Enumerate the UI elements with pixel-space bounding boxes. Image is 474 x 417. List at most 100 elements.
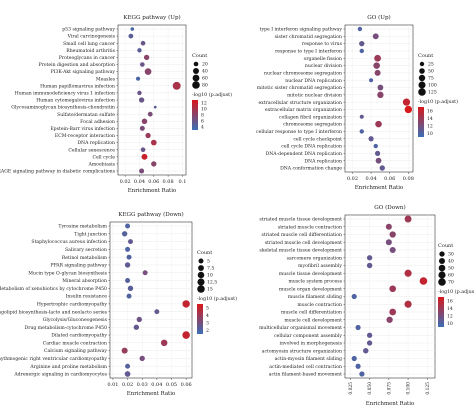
color-legend-label: 14 (447, 306, 453, 312)
count-legend-label: 50 (428, 69, 434, 75)
y-tick-label: Metabolism of xenobiotics by cytochrome … (0, 286, 107, 292)
y-tick-label: Drug metabolism-cytochrome P450 (25, 325, 108, 331)
count-legend-dot (418, 88, 426, 96)
data-point (359, 371, 365, 377)
x-axis-label: Enrichment Ratio (366, 401, 414, 407)
y-tick-label: Cardiac muscle contraction (43, 340, 107, 346)
panel-title: KEGG pathway (Up) (123, 14, 180, 21)
data-point (142, 270, 148, 276)
panel-go-up: GO (Up) type I interferon signaling pathw… (256, 14, 458, 191)
data-point (385, 239, 392, 246)
y-tick-label: mitotic nuclear division (287, 92, 342, 98)
y-tick-label: muscle system process (289, 279, 343, 285)
color-legend-bar (197, 304, 203, 334)
count-legend-label: 7.5 (207, 266, 214, 272)
y-tick-label: type I interferon signaling pathway (260, 27, 343, 33)
data-point (366, 340, 373, 346)
data-point (125, 246, 131, 252)
count-legend-label: 12.5 (207, 280, 217, 286)
data-point (139, 168, 145, 174)
count-legend-dot (198, 265, 204, 271)
panel-title: GO (Up) (367, 14, 391, 21)
y-tick-label: chromosome segregation (283, 122, 342, 128)
data-point (141, 118, 148, 125)
color-legend-label: 10 (447, 321, 453, 327)
panel-title: KEGG pathway (Down) (118, 211, 183, 218)
color-legend-bar (192, 100, 198, 130)
count-legend-label: 25 (428, 62, 434, 68)
count-legend-dot (193, 61, 199, 67)
y-tick-label: Retinol metabolism (62, 255, 108, 261)
data-point (137, 48, 142, 53)
y-tick-label: actin-myosin filament sliding (275, 356, 342, 362)
data-point (127, 285, 134, 291)
y-tick-label: involved in morphogenesis (280, 341, 343, 347)
data-point (379, 165, 385, 171)
data-point (144, 68, 152, 75)
data-point (351, 293, 357, 300)
x-tick-label: 0.025 (349, 382, 354, 395)
color-legend-bar (438, 297, 444, 327)
data-point (126, 254, 132, 260)
y-tick-label: Cellular senescence (68, 147, 115, 153)
y-tick-label: striated muscle tissue development (259, 217, 342, 223)
data-point (368, 136, 374, 142)
data-point (124, 262, 131, 268)
color-legend-label: 4 (201, 125, 204, 131)
x-axis-label: Enrichment Ratio (127, 391, 175, 397)
data-point (153, 105, 157, 109)
count-legend-label: 60 (448, 273, 454, 279)
x-tick-label: 0.02 (347, 176, 358, 182)
data-point (151, 161, 157, 167)
count-legend-label: 125 (428, 90, 437, 96)
y-tick-label: Amoebiasis (88, 162, 116, 168)
y-tick-label: muscle cell differentiation (281, 310, 342, 316)
data-point (375, 157, 382, 164)
y-tick-label: DNA conformation change (280, 166, 342, 172)
y-tick-label: muscle tissue development (279, 271, 342, 277)
data-point (125, 278, 131, 283)
count-legend-title: Count (192, 53, 207, 59)
y-tick-label: muscle filament sliding (288, 294, 342, 300)
count-legend-dot (197, 271, 205, 279)
data-point (404, 105, 413, 114)
data-point (389, 285, 397, 293)
y-tick-label: cellular component assembly (274, 333, 342, 339)
y-tick-label: Rheumatoid arthritis (66, 48, 115, 54)
x-tick-label: 0.1 (178, 179, 186, 185)
count-legend-label: 75 (428, 76, 434, 82)
y-tick-label: Sulfate/dermatan sulfate (57, 112, 115, 118)
data-point (121, 231, 128, 237)
y-tick-label: extracellular matrix organization (265, 107, 342, 113)
y-tick-label: extracellular structure organization (258, 100, 342, 106)
x-tick-label: 0.100 (407, 382, 412, 395)
color-legend-label: 10 (201, 107, 207, 113)
y-tick-label: Insulin resistance (66, 294, 108, 300)
color-legend-title: -log10 (p.adjust) (192, 91, 232, 98)
count-legend-label: 10 (207, 273, 213, 279)
y-tick-label: cell cycle checkpoint (293, 136, 342, 142)
count-legend-label: 60 (202, 76, 208, 82)
y-tick-label: Human immunodeficiency virus 1 infection (15, 91, 115, 97)
count-legend-dot (197, 285, 205, 293)
data-point (389, 231, 396, 238)
color-legend-label: 10 (427, 131, 433, 137)
color-legend-label: 2 (206, 328, 209, 334)
data-point (182, 300, 190, 308)
data-point (141, 153, 148, 160)
count-legend-title: Count (438, 243, 453, 249)
data-point (385, 223, 392, 230)
count-legend-dot (438, 257, 446, 265)
data-point (138, 97, 145, 103)
data-point (124, 371, 131, 377)
color-legend-label: 8 (201, 113, 204, 119)
x-tick-label: 0.050 (368, 382, 373, 395)
data-point (419, 277, 428, 285)
y-tick-label: nuclear division (305, 63, 342, 69)
count-legend-dot (438, 271, 446, 279)
data-point (355, 324, 361, 331)
data-point (150, 139, 157, 146)
plot-frame (344, 24, 414, 173)
y-tick-label: Human papillomavirus infection (40, 83, 115, 89)
data-point (139, 355, 145, 362)
